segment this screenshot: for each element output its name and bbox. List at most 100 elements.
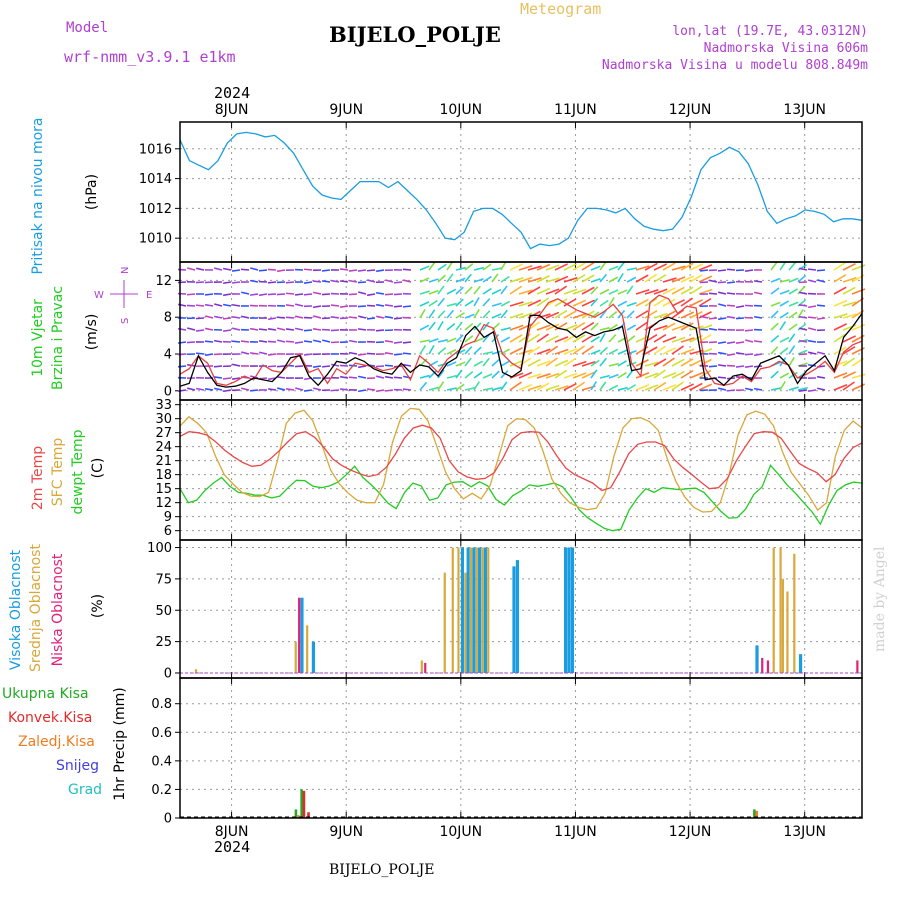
- wind-arrow: [195, 317, 205, 320]
- wind-arrow: [222, 303, 232, 307]
- wind-arrow: [581, 262, 595, 271]
- wind-arrow: [599, 357, 607, 367]
- wind-arrow: [599, 299, 609, 307]
- wind-arrow: [807, 363, 817, 367]
- wind-arrow: [428, 289, 439, 295]
- wind-arrow: [446, 337, 457, 343]
- wind-arrow: [358, 315, 367, 319]
- wind-arrow: [717, 341, 727, 345]
- wind-arrow: [842, 276, 857, 283]
- wind-arrow: [473, 346, 482, 355]
- wind-arrow: [590, 297, 599, 307]
- wind-arrow: [554, 348, 569, 355]
- wind-arrow: [726, 268, 736, 271]
- wind-arrow: [851, 373, 866, 379]
- wind-arrow: [536, 373, 551, 379]
- wind-arrow: [312, 327, 322, 331]
- wind-arrow: [770, 287, 780, 295]
- y-tick-label: 27: [155, 426, 172, 441]
- wind-arrow: [680, 358, 694, 367]
- wind-arrow: [428, 299, 438, 307]
- compass-e-label: E: [146, 290, 152, 301]
- wind-arrow: [321, 365, 331, 368]
- wind-arrow: [671, 345, 684, 355]
- wind-arrow: [393, 376, 403, 379]
- wind-arrow: [303, 340, 313, 343]
- wind-arrow: [393, 353, 403, 356]
- wind-arrow: [473, 278, 484, 283]
- wind-arrow: [698, 383, 713, 391]
- wind-arrow: [709, 279, 718, 283]
- wind-arrow: [572, 321, 586, 331]
- wind-arrow: [277, 339, 286, 343]
- wind-arrow: [294, 341, 304, 344]
- wind-arrow: [357, 281, 367, 284]
- wind-arrow: [680, 311, 695, 319]
- model-altitude-label: Nadmorska Visina u modelu 808.849m: [601, 58, 868, 73]
- wind-arrow: [545, 345, 559, 355]
- pressure-unit-label: (hPa): [84, 174, 100, 210]
- wind-arrow: [303, 281, 313, 284]
- wind-arrow: [653, 274, 667, 283]
- wind-arrow: [482, 263, 492, 271]
- wind-arrow: [204, 388, 214, 391]
- wind-arrow: [563, 324, 578, 331]
- wind-arrow: [455, 321, 463, 331]
- wind-arrow: [455, 334, 464, 343]
- bottom-year-label: 2024: [214, 838, 251, 856]
- wind-arrow: [807, 305, 817, 309]
- wind-arrow: [842, 371, 856, 379]
- wind-arrow: [222, 377, 232, 380]
- wind-unit-label: (m/s): [84, 314, 100, 351]
- precip-bar: [296, 815, 300, 818]
- wind-arrow: [366, 293, 376, 297]
- wind-arrow: [590, 311, 600, 319]
- y-tick-label: 0.4: [151, 754, 172, 769]
- wind-arrow: [358, 375, 367, 379]
- wind-arrow: [348, 316, 358, 319]
- wind-arrow: [590, 322, 599, 331]
- wind-arrow: [833, 299, 848, 307]
- wind-arrow: [330, 304, 340, 307]
- sfc-temp-axis-title: SFC Temp: [50, 438, 66, 507]
- wind-arrow: [635, 274, 649, 283]
- wind-arrow: [807, 339, 817, 343]
- y-tick-label: 1014: [139, 172, 172, 187]
- wind-arrow: [770, 387, 781, 391]
- wind-arrow: [726, 292, 736, 295]
- wind-arrow: [312, 305, 322, 309]
- wind-arrow: [295, 327, 304, 331]
- compass-s-label: S: [120, 318, 131, 324]
- wind-arrow: [285, 281, 295, 284]
- cloud-bar: [451, 547, 454, 673]
- wind-arrow: [644, 310, 658, 319]
- wind-arrow: [500, 370, 509, 379]
- wind-arrow: [446, 348, 457, 355]
- cloud-bar: [781, 578, 784, 673]
- wind-arrow: [518, 383, 533, 391]
- wind-arrow: [608, 265, 619, 271]
- precip-bar: [307, 812, 310, 818]
- wind-arrow: [788, 277, 799, 283]
- wind-arrow: [599, 374, 610, 379]
- wind-arrow: [204, 281, 214, 284]
- wind-arrow: [214, 303, 223, 307]
- wind-arrow: [599, 273, 608, 283]
- wind-arrow: [375, 303, 385, 307]
- wind-arrow: [708, 365, 718, 368]
- wind-arrow: [572, 360, 587, 367]
- bottom-day-label: 9JUN: [329, 824, 363, 840]
- y-tick-label: 6: [164, 524, 172, 539]
- wind-arrow: [797, 386, 808, 391]
- wind-arrow: [617, 349, 628, 355]
- wind-arrow: [249, 279, 259, 283]
- wind-arrow: [527, 277, 542, 283]
- wind-arrow: [753, 315, 763, 319]
- wind-arrow: [195, 329, 205, 332]
- y-tick-label: 50: [155, 604, 172, 619]
- wind-arrow: [205, 315, 214, 319]
- wind-arrow: [518, 276, 533, 283]
- cloud-bar: [420, 660, 423, 673]
- wind-arrow: [187, 387, 196, 391]
- wind-arrow: [554, 298, 568, 307]
